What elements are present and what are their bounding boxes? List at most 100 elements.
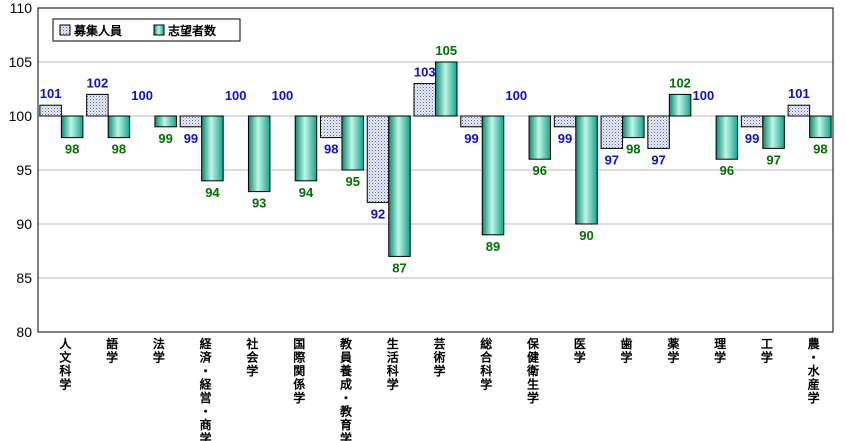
bar-applicants <box>622 115 645 139</box>
bar-recruitment <box>740 115 764 128</box>
x-category-label: 薬学 <box>667 336 679 365</box>
legend-box <box>52 18 241 42</box>
data-label-recruitment: 100 <box>692 88 714 103</box>
data-label-applicants: 94 <box>299 185 314 200</box>
y-tick-label: 95 <box>16 162 32 178</box>
bar-recruitment <box>413 83 436 117</box>
bar-recruitment <box>647 115 670 149</box>
y-axis-tick-labels: 80 85 90 95 100 105 110 <box>9 0 33 340</box>
data-label-recruitment: 97 <box>605 152 619 167</box>
data-label-applicants: 89 <box>486 239 500 254</box>
data-label-applicants: 96 <box>720 163 734 178</box>
data-label-recruitment: 99 <box>184 131 198 146</box>
x-category-label: 教員養成・教育学 <box>339 336 353 441</box>
bar-applicants <box>809 115 832 139</box>
bar-applicants <box>341 115 364 171</box>
data-label-recruitment: 99 <box>558 131 572 146</box>
legend: 募集人員 志望者数 <box>52 18 241 42</box>
data-label-recruitment: 100 <box>272 88 294 103</box>
data-label-applicants: 95 <box>345 174 359 189</box>
legend-swatch-recruitment <box>59 24 71 36</box>
legend-label-recruitment: 募集人員 <box>73 23 122 38</box>
x-category-label: 工学 <box>761 337 773 365</box>
data-label-applicants: 90 <box>579 228 593 243</box>
x-category-label: 農・水産学 <box>808 336 821 405</box>
x-category-label: 人文科学 <box>59 336 72 392</box>
x-category-label: 生活科学 <box>387 336 399 392</box>
data-label-recruitment: 92 <box>371 206 385 221</box>
bar-recruitment <box>39 104 62 117</box>
data-label-applicants: 99 <box>158 131 172 146</box>
y-tick-label: 105 <box>9 54 33 70</box>
data-label-recruitment: 103 <box>414 65 436 80</box>
data-label-applicants: 97 <box>766 152 780 167</box>
data-label-recruitment: 99 <box>464 131 478 146</box>
bar-applicants <box>481 115 505 236</box>
data-label-recruitment: 100 <box>131 88 153 103</box>
bar-recruitment <box>787 104 811 117</box>
bar-recruitment <box>460 115 483 128</box>
data-label-recruitment: 100 <box>225 88 247 103</box>
bar-applicants <box>575 115 598 225</box>
data-label-recruitment: 101 <box>788 86 810 101</box>
plot-area-frame <box>37 7 834 333</box>
data-label-applicants: 94 <box>205 185 220 200</box>
bar-applicants <box>60 115 84 139</box>
x-category-label: 国際関係学 <box>293 337 306 405</box>
x-category-label: 社会学 <box>245 336 259 378</box>
bar-recruitment <box>366 115 390 203</box>
data-label-applicants: 87 <box>392 260 406 275</box>
data-label-applicants: 105 <box>435 43 457 58</box>
data-label-applicants: 98 <box>112 142 126 157</box>
y-tick-label: 90 <box>16 216 32 232</box>
data-label-applicants: 98 <box>813 142 827 157</box>
bar-applicants <box>247 115 271 193</box>
data-label-applicants: 93 <box>252 196 266 211</box>
data-label-applicants: 102 <box>669 75 691 90</box>
x-category-label: 医学 <box>574 337 586 365</box>
data-label-applicants: 96 <box>533 163 547 178</box>
x-category-label: 法学 <box>153 336 165 365</box>
x-category-label: 理学 <box>714 337 726 365</box>
bar-applicants <box>107 115 131 139</box>
y-tick-label: 100 <box>9 108 33 124</box>
data-label-applicants: 98 <box>65 142 79 157</box>
bar-recruitment <box>553 115 577 128</box>
bar-recruitment <box>179 115 203 128</box>
bar-applicants <box>388 115 411 257</box>
y-tick-label: 85 <box>16 270 32 286</box>
bar-recruitment <box>86 93 109 117</box>
data-label-recruitment: 99 <box>745 131 759 146</box>
x-category-label: 語学 <box>106 336 118 365</box>
data-label-recruitment: 101 <box>40 86 62 101</box>
bar-applicants <box>715 115 739 160</box>
bar-applicants <box>668 93 692 117</box>
x-category-label: 歯学 <box>621 336 633 365</box>
y-tick-label: 80 <box>16 324 32 340</box>
bar-applicants <box>294 115 318 182</box>
data-label-recruitment: 97 <box>651 152 665 167</box>
bar-recruitment <box>600 115 624 149</box>
data-label-recruitment: 100 <box>505 88 527 103</box>
data-label-applicants: 98 <box>626 142 640 157</box>
bars <box>39 61 832 257</box>
x-axis-category-labels: 人文科学 語学 法学 経済・経営・商学 社会学 国際関係学 教員養成・教育学 生活科学 芸術学 総… <box>59 336 820 441</box>
data-label-recruitment: 98 <box>324 142 338 157</box>
bar-applicants <box>528 115 552 160</box>
legend-label-applicants: 志望者数 <box>168 23 217 38</box>
x-category-label: 保健衛生学 <box>526 336 540 405</box>
x-category-label: 経済・経営・商学 <box>200 336 213 441</box>
y-tick-label: 110 <box>10 0 33 16</box>
bar-applicants <box>762 115 785 149</box>
bar-applicants <box>154 115 177 128</box>
legend-swatch-applicants <box>153 24 165 36</box>
x-category-label: 芸術学 <box>432 336 445 378</box>
x-category-label: 総合科学 <box>480 336 493 392</box>
bar-applicants <box>201 115 224 182</box>
bar-applicants <box>435 61 458 117</box>
data-labels: 101 98 102 98 100 99 99 94 100 93 100 94 98 95 92 87 103… <box>40 43 828 275</box>
data-label-recruitment: 102 <box>87 75 109 90</box>
bar-recruitment <box>319 115 343 139</box>
